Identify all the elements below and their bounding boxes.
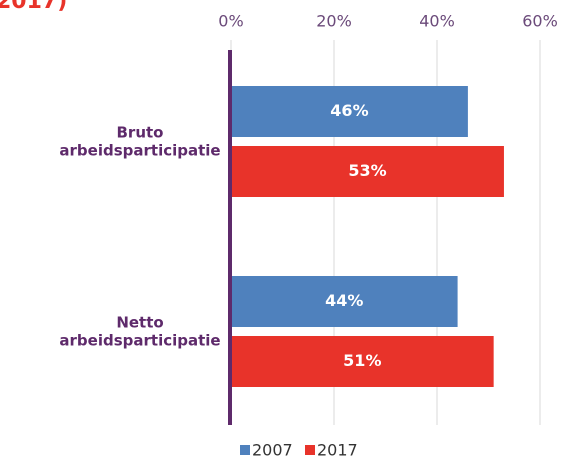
chart-title: 2017) [0,0,67,14]
bar [231,336,494,387]
category-label: Netto arbeidsparticipatie [59,313,220,349]
bar [231,86,468,137]
category-label: Bruto arbeidsparticipatie [59,123,220,159]
x-tick-label: 40% [419,12,455,31]
legend-swatch [305,445,315,455]
bar [231,146,504,197]
x-tick-label: 0% [218,12,243,31]
legend-swatch [240,445,250,455]
legend-label: 2017 [317,441,358,457]
legend-label: 2007 [252,441,293,457]
value-label: 44% [325,291,363,310]
bar [231,276,458,327]
value-label: 51% [343,351,381,370]
x-tick-label: 60% [522,12,558,31]
value-label: 46% [330,101,368,120]
x-tick-label: 20% [316,12,352,31]
value-label: 53% [348,161,386,180]
